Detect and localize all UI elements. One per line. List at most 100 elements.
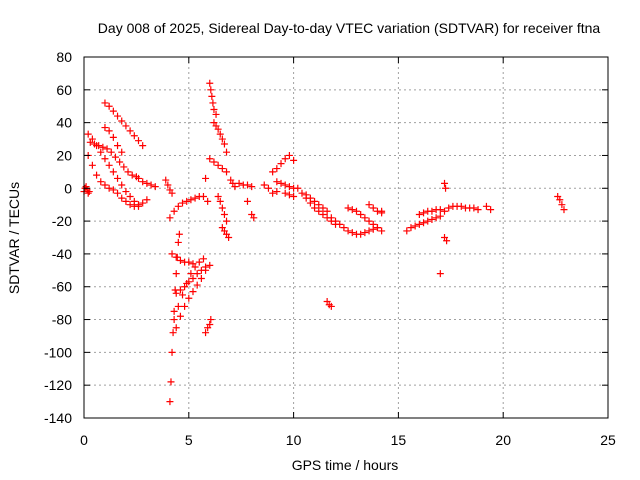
data-point: [84, 189, 92, 197]
data-point: [436, 206, 444, 214]
data-point: [97, 148, 105, 156]
data-point: [172, 324, 180, 332]
data-point: [306, 194, 314, 202]
data-point: [179, 291, 187, 299]
data-point: [126, 192, 134, 200]
data-point: [95, 142, 103, 150]
data-point: [88, 161, 96, 169]
data-point: [442, 184, 450, 192]
data-point: [101, 181, 109, 189]
data-point: [348, 206, 356, 214]
data-point: [187, 270, 195, 278]
y-tick-label: 80: [56, 49, 72, 65]
data-point: [352, 207, 360, 215]
data-point: [197, 266, 205, 274]
data-point: [183, 197, 191, 205]
data-point: [378, 207, 386, 215]
data-point: [214, 161, 222, 169]
data-point: [281, 181, 289, 189]
data-point: [105, 161, 113, 169]
y-tick-label: 20: [56, 147, 72, 163]
data-point: [220, 140, 228, 148]
data-points: [80, 79, 568, 406]
data-point: [122, 197, 130, 205]
data-point: [264, 184, 272, 192]
y-tick-label: -120: [44, 377, 72, 393]
data-point: [357, 230, 365, 238]
data-point: [243, 197, 251, 205]
data-point: [209, 99, 217, 107]
x-axis-label: GPS time / hours: [292, 457, 399, 473]
y-tick-label: -80: [52, 312, 72, 328]
data-point: [428, 215, 436, 223]
data-point: [348, 229, 356, 237]
data-point: [139, 178, 147, 186]
data-point: [114, 174, 122, 182]
data-point: [168, 348, 176, 356]
data-point: [206, 320, 214, 328]
data-point: [105, 102, 113, 110]
data-point: [176, 256, 184, 264]
data-point: [109, 168, 117, 176]
data-point: [103, 145, 111, 153]
data-point: [269, 189, 277, 197]
data-point: [420, 219, 428, 227]
data-point: [126, 201, 134, 209]
data-point: [207, 86, 215, 94]
data-point: [361, 229, 369, 237]
y-tick-label: -100: [44, 344, 72, 360]
data-point: [208, 92, 216, 100]
data-point: [204, 197, 212, 205]
data-point: [311, 197, 319, 205]
y-tick-label: -60: [52, 279, 72, 295]
grid: [84, 57, 608, 418]
data-point: [273, 165, 281, 173]
data-point: [84, 130, 92, 138]
data-point: [185, 258, 193, 266]
data-point: [415, 220, 423, 228]
data-point: [105, 184, 113, 192]
y-tick-label: -140: [44, 410, 72, 426]
plot-frame: [83, 56, 609, 419]
data-point: [126, 127, 134, 135]
y-axis-label: SDTVAR / TECUs: [6, 182, 22, 294]
data-point: [207, 316, 215, 324]
data-point: [428, 207, 436, 215]
data-point: [482, 202, 490, 210]
data-point: [114, 189, 122, 197]
data-point: [441, 207, 449, 215]
data-point: [139, 142, 147, 150]
data-point: [302, 191, 310, 199]
data-point: [311, 204, 319, 212]
data-point: [199, 255, 207, 263]
data-point: [411, 222, 419, 230]
data-point: [99, 143, 107, 151]
data-point: [118, 117, 126, 125]
data-point: [365, 227, 373, 235]
data-point: [369, 204, 377, 212]
data-point: [166, 214, 174, 222]
data-point: [218, 135, 226, 143]
chart-title: Day 008 of 2025, Sidereal Day-to-day VTE…: [98, 20, 601, 36]
data-point: [407, 224, 415, 232]
data-point: [369, 220, 377, 228]
data-point: [290, 192, 298, 200]
data-point: [193, 281, 201, 289]
x-tick-label: 25: [600, 432, 616, 448]
data-point: [556, 196, 564, 204]
data-point: [420, 209, 428, 217]
data-point: [441, 179, 449, 187]
data-point: [277, 160, 285, 168]
data-point: [361, 214, 369, 222]
data-point: [443, 237, 451, 245]
data-point: [191, 194, 199, 202]
data-point: [214, 192, 222, 200]
data-point: [143, 179, 151, 187]
y-tick-label: -20: [52, 213, 72, 229]
data-point: [167, 378, 175, 386]
data-point: [260, 181, 268, 189]
data-point: [277, 179, 285, 187]
data-point: [193, 270, 201, 278]
x-tick-label: 5: [185, 432, 193, 448]
data-point: [212, 110, 220, 118]
